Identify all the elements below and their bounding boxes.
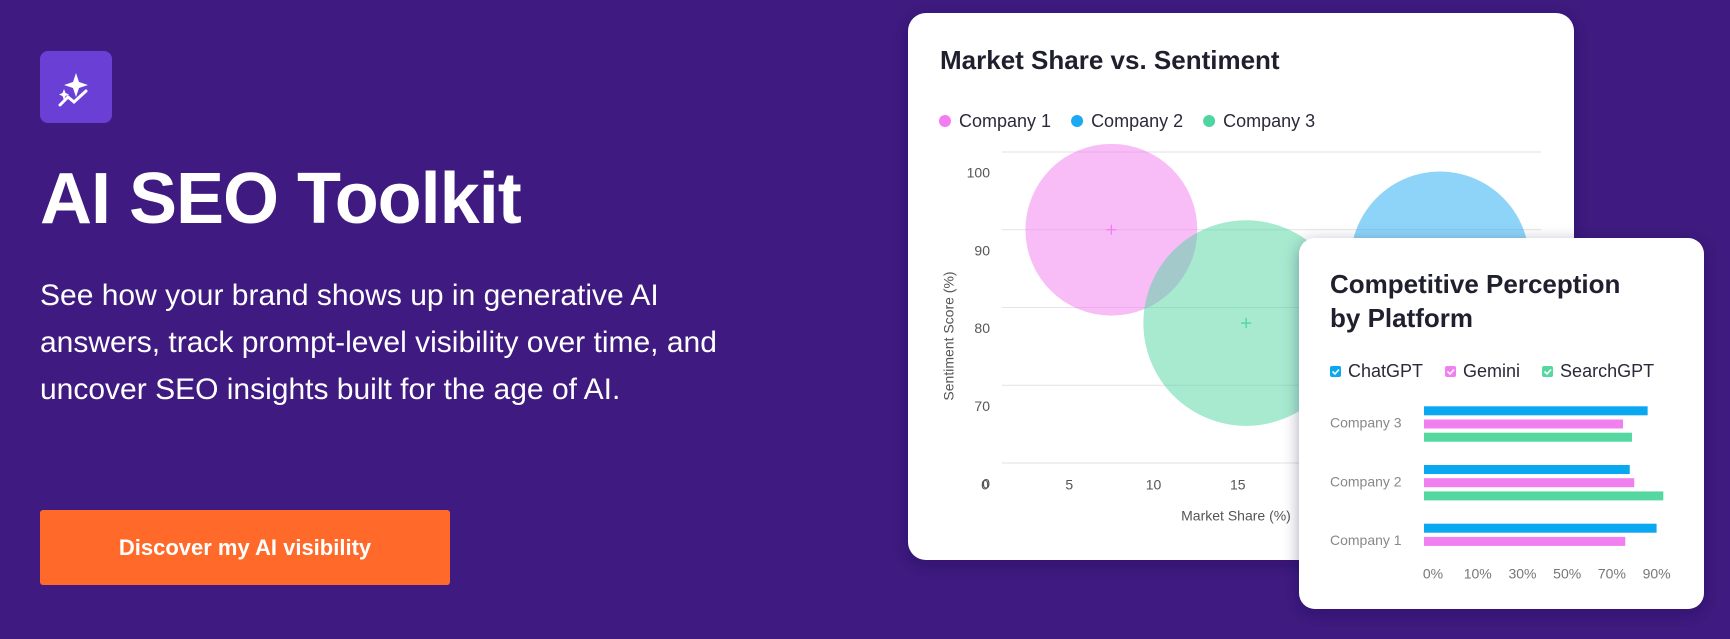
legend-check [1331, 368, 1340, 376]
sparkle-icon [58, 73, 88, 107]
legend-label: Gemini [1463, 361, 1520, 381]
bar [1424, 406, 1648, 416]
x-tick-label: 90% [1643, 566, 1671, 582]
category-label: Company 2 [1330, 473, 1402, 489]
page-title: AI SEO Toolkit [40, 159, 522, 239]
center-marker [1106, 224, 1117, 235]
bar [1424, 478, 1635, 488]
legend-check [1446, 368, 1455, 376]
x-tick-label: 50% [1553, 566, 1581, 582]
legend-label: Company 1 [959, 111, 1051, 131]
x-tick-label: 70% [1598, 566, 1626, 582]
y-tick-label: 0 [982, 476, 990, 492]
y-tick-label: 70 [974, 398, 990, 414]
bar [1424, 523, 1657, 533]
chart-title: Competitive Perception by Platform [1330, 269, 1620, 333]
legend-check [1543, 368, 1552, 376]
y-tick-label: 80 [974, 320, 990, 336]
chart-title: Market Share vs. Sentiment [940, 45, 1280, 75]
legend-label: Company 3 [1223, 111, 1315, 131]
legend-swatch [1330, 366, 1341, 377]
legend-swatch [1542, 366, 1554, 377]
bar [1424, 536, 1626, 546]
category-label: Company 1 [1330, 532, 1402, 548]
bar [1424, 491, 1664, 501]
y-tick-label: 90 [974, 242, 990, 258]
x-axis-label: Market Share (%) [1181, 508, 1291, 524]
bar [1424, 432, 1632, 442]
x-tick-label: 30% [1508, 566, 1536, 582]
x-tick-label: 15 [1230, 477, 1246, 493]
bar [1424, 419, 1624, 429]
x-tick-label: 10 [1146, 477, 1162, 493]
icon [40, 51, 112, 123]
bar [1424, 465, 1630, 474]
x-tick-label: 10% [1464, 566, 1492, 582]
description: See how your brand shows up in generativ… [40, 279, 717, 406]
x-tick-label: 0% [1423, 566, 1443, 582]
card: Competitive Perception by Platform ChatGPT… [1299, 238, 1704, 609]
y-axis-label: Sentiment Score (%) [941, 271, 957, 400]
legend-swatch [1071, 115, 1084, 127]
category-label: Company 3 [1330, 415, 1402, 431]
legend-label: SearchGPT [1560, 361, 1654, 381]
legend-swatch [1445, 366, 1457, 377]
center-marker [1241, 318, 1252, 329]
y-tick-label: 100 [967, 165, 991, 181]
x-tick-label: 5 [1065, 477, 1073, 493]
legend-swatch [1203, 115, 1216, 127]
legend-label: ChatGPT [1348, 361, 1423, 381]
x-tick-label: 0 [981, 477, 989, 493]
legend-swatch [939, 115, 951, 127]
legend-label: Company 2 [1091, 111, 1183, 131]
cta-button[interactable]: Discover my AI visibility [40, 510, 450, 585]
